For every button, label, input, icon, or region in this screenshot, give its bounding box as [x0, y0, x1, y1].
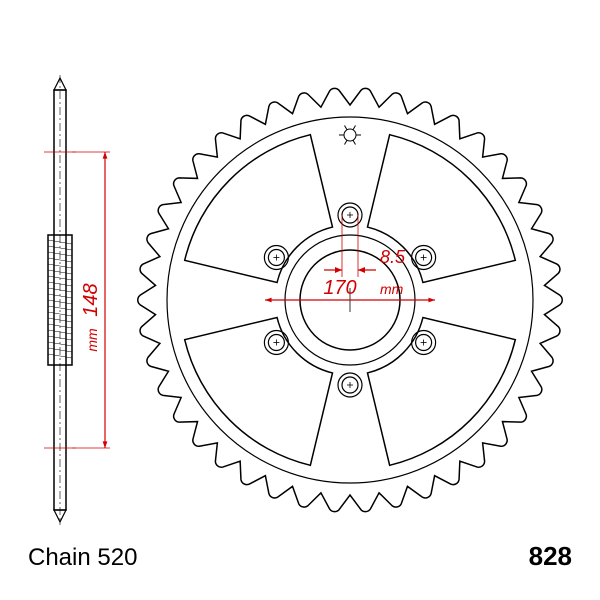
svg-text:8.5: 8.5 — [380, 247, 406, 267]
part-number: 828 — [529, 541, 572, 572]
dim-8-5: 8.5 — [324, 215, 406, 277]
logo-mark — [339, 125, 361, 144]
chain-label: Chain 520 — [28, 544, 137, 572]
svg-text:170: 170 — [323, 277, 356, 299]
svg-text:mm: mm — [380, 281, 404, 297]
svg-text:mm: mm — [84, 328, 100, 352]
svg-text:148: 148 — [80, 283, 102, 316]
dim-170: 170 mm — [265, 277, 435, 302]
